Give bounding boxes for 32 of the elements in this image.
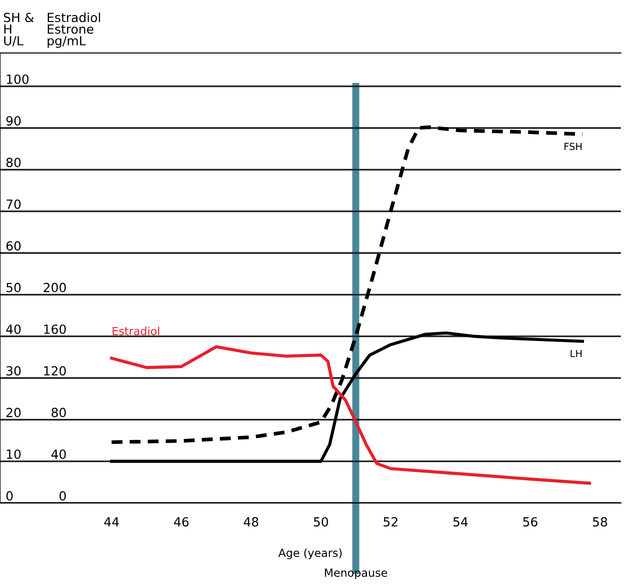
y-tick-label: 60 <box>6 241 21 251</box>
x-tick-label: 58 <box>592 517 608 527</box>
y2-tick-label: 200 <box>44 282 66 292</box>
x-tick-label: 54 <box>453 517 468 527</box>
ref-line-label: Menopause <box>324 568 388 580</box>
series-label: FSH <box>564 142 582 150</box>
y2-tick-label: 40 <box>51 449 66 459</box>
y-tick-label: 100 <box>6 74 29 84</box>
y-tick-label: 20 <box>6 408 21 418</box>
y2-tick-label: 0 <box>60 491 66 501</box>
y2-tick-label: 160 <box>44 324 66 334</box>
y-tick-label: 0 <box>6 491 13 501</box>
y-tick-label: 50 <box>6 282 21 292</box>
y2-tick-label: 80 <box>52 408 66 418</box>
y-tick-label: 80 <box>6 158 21 168</box>
y-tick-label: 70 <box>6 199 21 209</box>
y-tick-label: 40 <box>6 324 21 334</box>
x-axis-title: Age (years) <box>278 548 342 560</box>
y2-tick-label: 120 <box>44 366 66 376</box>
y-tick-label: 10 <box>6 449 21 459</box>
x-tick-label: 48 <box>244 517 258 527</box>
text: Estradiol <box>112 326 160 336</box>
x-tick-label: 56 <box>523 517 538 527</box>
y-tick-label: 90 <box>6 116 21 126</box>
y-axis-title: SH & H U/L <box>4 12 34 46</box>
x-tick-label: 50 <box>314 517 328 527</box>
x-tick-label: 44 <box>104 517 119 526</box>
series-label: LH <box>570 350 582 358</box>
x-tick-label: 46 <box>174 517 189 527</box>
x-tick-label: 52 <box>384 517 398 527</box>
y2-axis-title: Estradiol Estrone pg/mL <box>48 12 100 48</box>
y-tick-label: 30 <box>6 366 21 376</box>
